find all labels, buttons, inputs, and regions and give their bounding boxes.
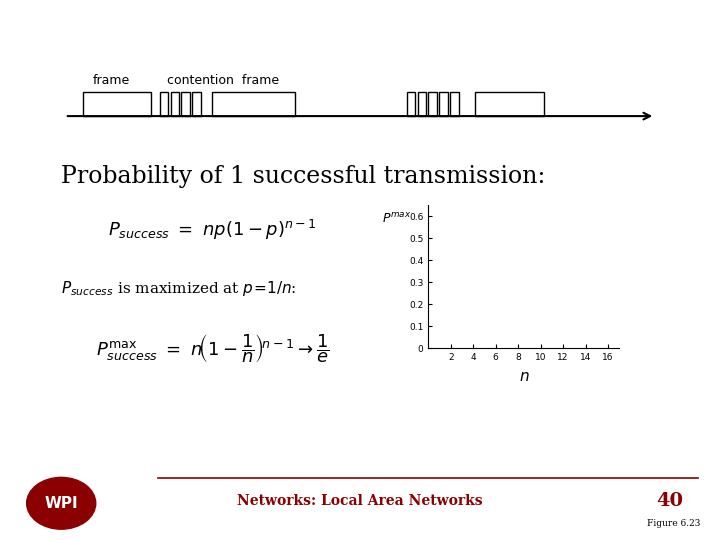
Bar [450, 92, 459, 116]
Text: $P^{max}$: $P^{max}$ [382, 212, 412, 226]
Bar [160, 92, 168, 116]
Bar [192, 92, 201, 116]
Text: 40: 40 [656, 491, 683, 510]
Bar [439, 92, 448, 116]
Text: contention  frame: contention frame [167, 75, 279, 87]
Text: $P_{success}$ is maximized at $p\!=\!1/n$:: $P_{success}$ is maximized at $p\!=\!1/n… [61, 279, 297, 299]
Text: $P^{\rm max}_{success}\ =\ n\!\left(1-\dfrac{1}{n}\right)^{\!n-1} \rightarrow \d: $P^{\rm max}_{success}\ =\ n\!\left(1-\d… [96, 332, 329, 365]
Text: Probability of 1 successful transmission:: Probability of 1 successful transmission… [61, 165, 546, 188]
Bar [181, 92, 190, 116]
Text: frame: frame [93, 75, 130, 87]
Bar [212, 92, 295, 116]
Text: Figure 6.23: Figure 6.23 [647, 519, 700, 528]
Bar [83, 92, 151, 116]
Bar [418, 92, 426, 116]
Bar [171, 92, 179, 116]
Bar [475, 92, 544, 116]
Text: Networks: Local Area Networks: Networks: Local Area Networks [237, 494, 483, 508]
Text: $n$: $n$ [519, 370, 529, 384]
Circle shape [27, 477, 96, 529]
Text: $P_{success}\ =\ np(1-p)^{n-1}$: $P_{success}\ =\ np(1-p)^{n-1}$ [108, 218, 317, 241]
Bar [407, 92, 415, 116]
Text: WPI: WPI [45, 496, 78, 511]
Bar [428, 92, 437, 116]
